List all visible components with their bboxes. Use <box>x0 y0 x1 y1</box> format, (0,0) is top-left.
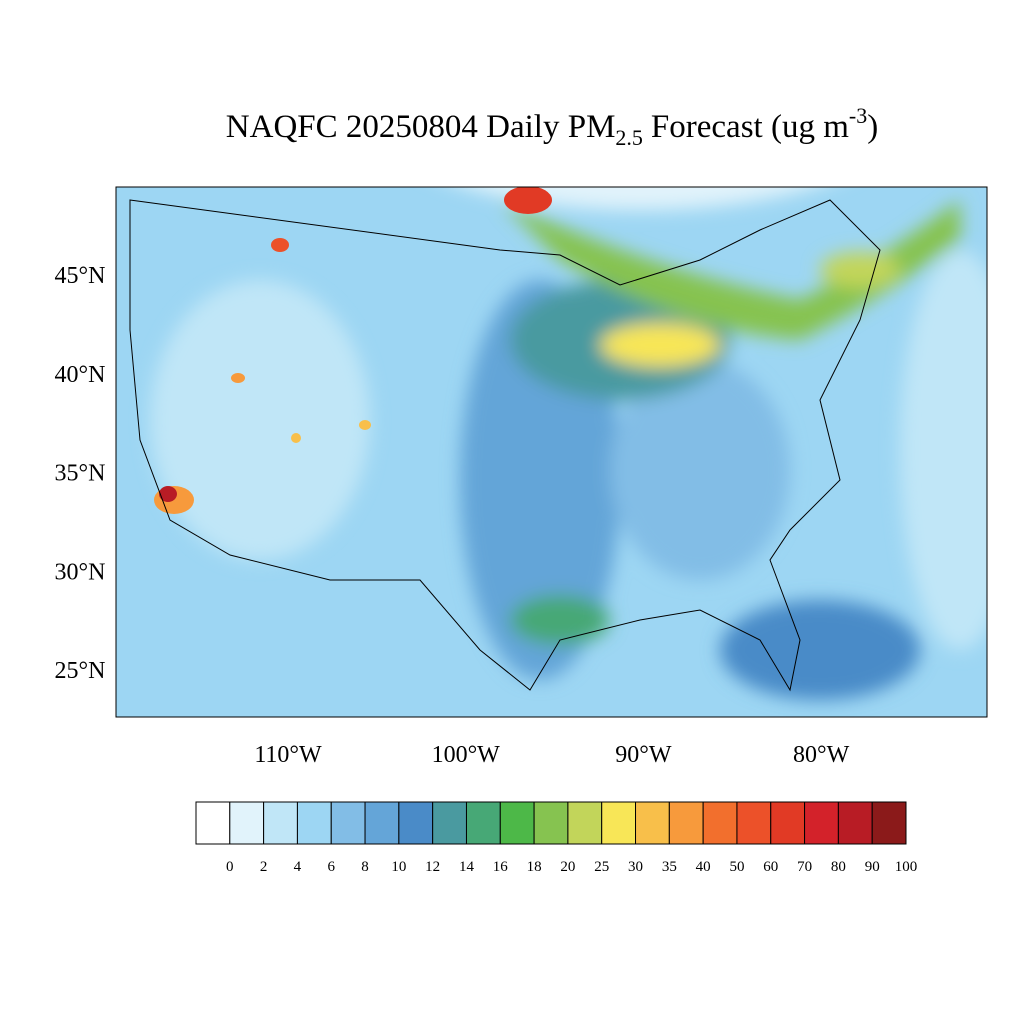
colorbar-label: 4 <box>294 859 302 875</box>
colorbar-label: 2 <box>260 859 268 875</box>
colorbar-label: 8 <box>361 859 369 875</box>
colorbar-box <box>499 801 535 845</box>
colorbar-label: 16 <box>493 859 509 875</box>
colorbar-box <box>837 801 873 845</box>
colorbar-box <box>804 801 839 845</box>
lon-label: 80°W <box>793 742 850 768</box>
lon-label: 100°W <box>432 742 501 768</box>
colorbar-label: 18 <box>527 859 542 875</box>
colorbar-label: 10 <box>391 859 406 875</box>
colorbar-label: 50 <box>729 859 744 875</box>
colorbar-box <box>702 801 738 845</box>
lat-label: 40°N <box>55 362 106 388</box>
lat-label: 35°N <box>55 461 106 487</box>
lat-label: 45°N <box>55 263 106 289</box>
colorbar-label: 6 <box>327 859 335 875</box>
title: NAQFC 20250804 Daily PM2.5 Forecast (ug m… <box>226 103 878 150</box>
lat-label: 30°N <box>55 559 106 585</box>
colorbar-label: 12 <box>425 859 440 875</box>
lon-label: 90°W <box>615 742 672 768</box>
map-field <box>116 187 987 717</box>
colorbar-label: 14 <box>459 859 475 875</box>
colorbar-label: 70 <box>797 859 812 875</box>
colorbar-box <box>398 801 434 845</box>
colorbar-label: 90 <box>865 859 880 875</box>
colorbar-label: 80 <box>831 859 846 875</box>
colorbar-box <box>465 801 501 845</box>
colorbar-label: 20 <box>560 859 575 875</box>
colorbar-box <box>567 801 603 845</box>
colorbar-box <box>432 801 467 845</box>
colorbar-box <box>330 801 366 845</box>
colorbar-box <box>364 801 400 845</box>
colorbar-box <box>263 801 298 845</box>
colorbar-box <box>229 801 265 845</box>
colorbar-box <box>770 801 806 845</box>
lon-label: 110°W <box>254 742 322 768</box>
colorbar-box <box>601 801 637 845</box>
colorbar-label: 40 <box>696 859 711 875</box>
colorbar-label: 35 <box>662 859 677 875</box>
colorbar-box <box>736 801 772 845</box>
colorbar-box <box>668 801 704 845</box>
colorbar-box <box>296 801 332 845</box>
colorbar-label: 25 <box>594 859 609 875</box>
colorbar-box <box>635 801 670 845</box>
colorbar-label: 100 <box>895 859 918 875</box>
colorbar-label: 60 <box>763 859 778 875</box>
colorbar-box <box>533 801 569 845</box>
colorbar-box <box>195 801 231 845</box>
colorbar-label: 0 <box>226 859 234 875</box>
colorbar-box <box>871 801 907 845</box>
map-frame <box>115 186 988 718</box>
lat-label: 25°N <box>55 658 106 684</box>
colorbar-label: 30 <box>628 859 643 875</box>
